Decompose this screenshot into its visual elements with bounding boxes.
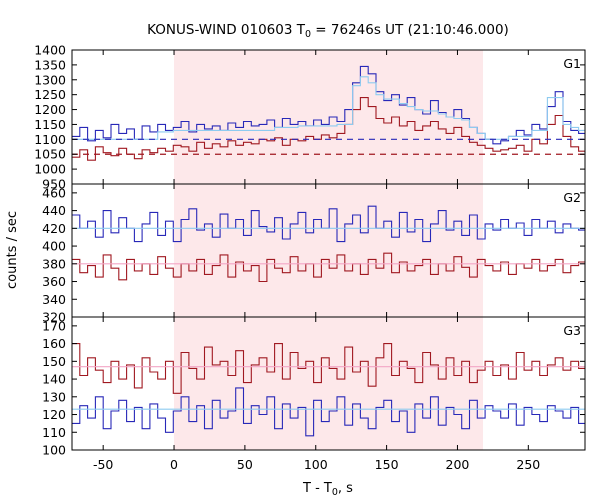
x-axis: -50 0 50 100 150 200 250 xyxy=(93,457,540,472)
y-tick-label: 1100 xyxy=(34,132,66,147)
series-light_blue-g1 xyxy=(72,76,585,140)
y-tick-label: 440 xyxy=(42,203,66,218)
y-tick-label: 1000 xyxy=(34,162,66,177)
x-tick-label: 50 xyxy=(237,457,253,472)
x-axis-title: T - T0, s xyxy=(302,481,353,498)
y-tick-label: 160 xyxy=(42,336,66,351)
y-tick-label: 100 xyxy=(42,443,66,458)
highlight-region xyxy=(174,184,483,317)
y-tick-label: 380 xyxy=(42,256,66,271)
y-tick-label: 1350 xyxy=(34,57,66,72)
panel-g2: 320 340 360 380 400 420 440 460 G2 xyxy=(42,183,586,325)
series-red-g3 xyxy=(72,343,585,394)
y-tick-label: 170 xyxy=(42,318,66,333)
x-tick-label: 100 xyxy=(304,457,328,472)
y-tick-label: 1300 xyxy=(34,72,66,87)
y-axis-title: counts / sec xyxy=(5,211,20,289)
y-tick-label: 1200 xyxy=(34,102,66,117)
y-tick-label: 1400 xyxy=(34,43,66,58)
y-tick-label: 340 xyxy=(42,292,66,307)
x-tick-label: -50 xyxy=(93,457,113,472)
y-tick-label: 320 xyxy=(42,310,66,325)
series-blue-g3 xyxy=(72,387,585,437)
series-red-g1 xyxy=(72,97,585,161)
highlight-region xyxy=(174,50,483,184)
y-tick-label: 1250 xyxy=(34,87,66,102)
series-blue-g1 xyxy=(72,65,585,145)
y-tick-label: 1050 xyxy=(34,147,66,162)
y-tick-label: 950 xyxy=(42,177,66,192)
y-tick-label: 400 xyxy=(42,239,66,254)
y-tick-label: 140 xyxy=(42,372,66,387)
y-tick-label: 460 xyxy=(42,185,66,200)
y-tick-label: 120 xyxy=(42,407,66,422)
x-tick-label: 150 xyxy=(375,457,399,472)
x-tick-label: 0 xyxy=(170,457,178,472)
panel-label: G3 xyxy=(563,323,581,338)
y-tick-label: 110 xyxy=(42,425,66,440)
panel-frame xyxy=(71,316,586,451)
y-tick-label: 360 xyxy=(42,274,66,289)
panel-label: G1 xyxy=(563,56,581,71)
panel-label: G2 xyxy=(563,190,581,205)
x-tick-label: 200 xyxy=(446,457,470,472)
y-tick-label: 150 xyxy=(42,354,66,369)
panel-g3: 100 110 120 130 140 150 160 170 G3 xyxy=(42,316,586,458)
y-tick-label: 130 xyxy=(42,389,66,404)
highlight-region xyxy=(174,317,483,450)
x-tick-label: 250 xyxy=(516,457,540,472)
y-tick-label: 1150 xyxy=(34,117,66,132)
y-tick-label: 420 xyxy=(42,221,66,236)
chart-title: KONUS-WIND 010603 T0 = 76246s UT (21:10:… xyxy=(147,22,509,40)
